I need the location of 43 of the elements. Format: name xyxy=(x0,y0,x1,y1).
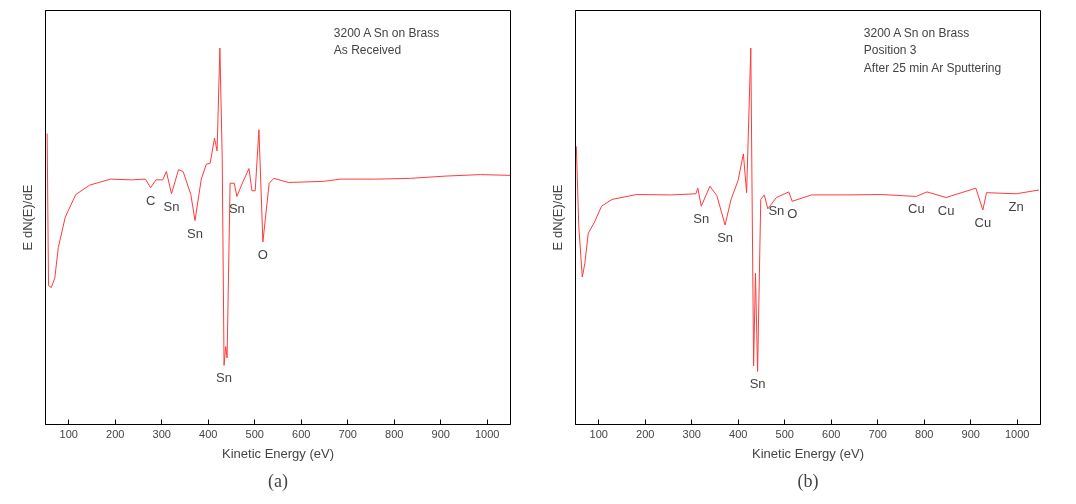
x-tick-label: 100 xyxy=(589,427,608,440)
x-tick-label: 1000 xyxy=(475,427,500,440)
x-tick-label: 600 xyxy=(292,427,311,440)
x-tick-label: 800 xyxy=(385,427,404,440)
x-tick-label: 900 xyxy=(961,427,980,440)
x-tick-label: 500 xyxy=(245,427,264,440)
x-axis-title: Kinetic Energy (eV) xyxy=(222,445,334,461)
x-tick-label: 1000 xyxy=(1005,427,1030,440)
x-tick-label: 800 xyxy=(915,427,934,440)
annotation: O xyxy=(257,246,268,262)
x-tick-label: 200 xyxy=(106,427,125,440)
annotation: Sn xyxy=(717,230,734,246)
x-tick-label: 700 xyxy=(868,427,887,440)
annotation: Sn xyxy=(749,376,766,392)
x-tick-label: 400 xyxy=(199,427,218,440)
annotation: O xyxy=(787,206,798,222)
y-axis-title: E dN(E)/dE xyxy=(549,184,565,251)
annotation: Cu xyxy=(974,214,992,230)
x-tick-label: 500 xyxy=(775,427,794,440)
annotation: Cu xyxy=(908,201,925,217)
annotation: Sn xyxy=(187,225,203,241)
text: (b) xyxy=(797,470,819,492)
y-axis-title: E dN(E)/dE xyxy=(19,184,35,251)
x-tick-label: 200 xyxy=(636,427,655,440)
annotation: Sn xyxy=(768,202,785,218)
x-axis-title: Kinetic Energy (eV) xyxy=(752,445,864,461)
x-tick-label: 300 xyxy=(152,427,171,440)
x-tick-label: 700 xyxy=(338,427,357,440)
annotation: Sn xyxy=(163,198,180,214)
x-tick-label: 300 xyxy=(682,427,701,440)
annotation: Sn xyxy=(228,201,245,217)
text: (a) xyxy=(268,470,288,492)
annotation: C xyxy=(145,192,156,208)
annotation: Cu xyxy=(937,202,955,218)
x-tick-label: 100 xyxy=(59,427,78,440)
x-tick-label: 400 xyxy=(729,427,748,440)
annotation: Sn xyxy=(216,370,233,386)
annotation: Sn xyxy=(693,211,710,227)
x-tick-label: 600 xyxy=(822,427,841,440)
x-tick-label: 900 xyxy=(431,427,450,440)
annotation: 3200 A Sn on Brass Position 3 After 25 min Ar Sputtering xyxy=(863,25,1002,75)
annotation: 3200 A Sn on Brass As Received xyxy=(333,25,440,58)
annotation: Zn xyxy=(1008,198,1024,214)
